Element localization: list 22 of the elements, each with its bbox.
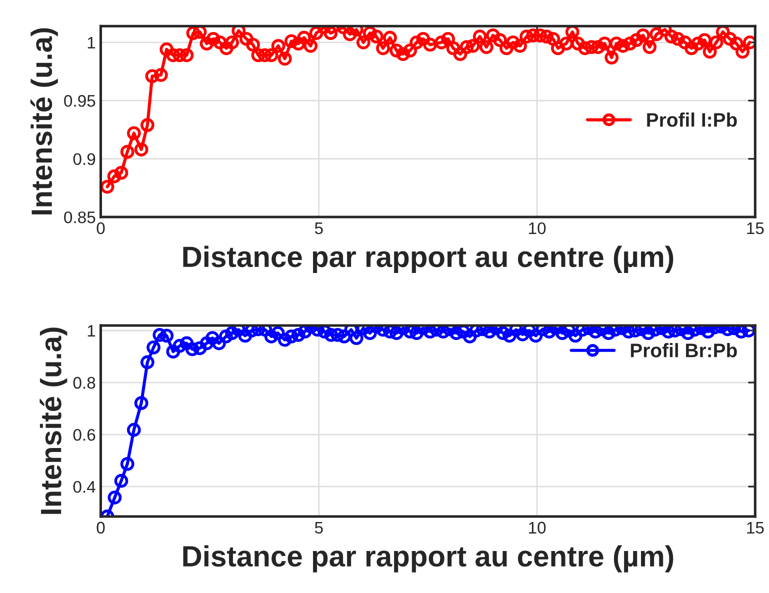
legend-label: Profil I:Pb <box>647 112 737 127</box>
y-tick-label: 0.9 <box>73 153 96 166</box>
x-tick-label: 5 <box>314 522 323 534</box>
y-tick-label: 0.6 <box>73 428 96 441</box>
y-tick-label: 1 <box>88 36 96 48</box>
y-tick-label: 0.95 <box>64 95 96 107</box>
x-tick-label: 10 <box>529 222 546 234</box>
y-tick-label: 1 <box>88 325 96 337</box>
y-axis-title: Intensité (u.a) <box>40 328 68 514</box>
y-tick-label: 0.85 <box>64 211 96 224</box>
y-tick-label: 0.8 <box>73 376 96 389</box>
x-tick-label: 15 <box>747 522 764 534</box>
x-tick-label: 0 <box>96 522 105 534</box>
x-tick-label: 5 <box>314 222 323 234</box>
x-tick-label: 0 <box>96 222 105 234</box>
y-tick-label: 0.4 <box>73 480 96 493</box>
x-tick-label: 15 <box>747 222 764 234</box>
legend-label: Profil Br:Pb <box>630 343 737 358</box>
x-tick-label: 10 <box>529 522 546 534</box>
x-axis-title: Distance par rapport au centre (µm) <box>183 545 674 572</box>
x-axis-title: Distance par rapport au centre (µm) <box>183 246 674 273</box>
y-axis-title: Intensité (u.a) <box>30 28 58 214</box>
